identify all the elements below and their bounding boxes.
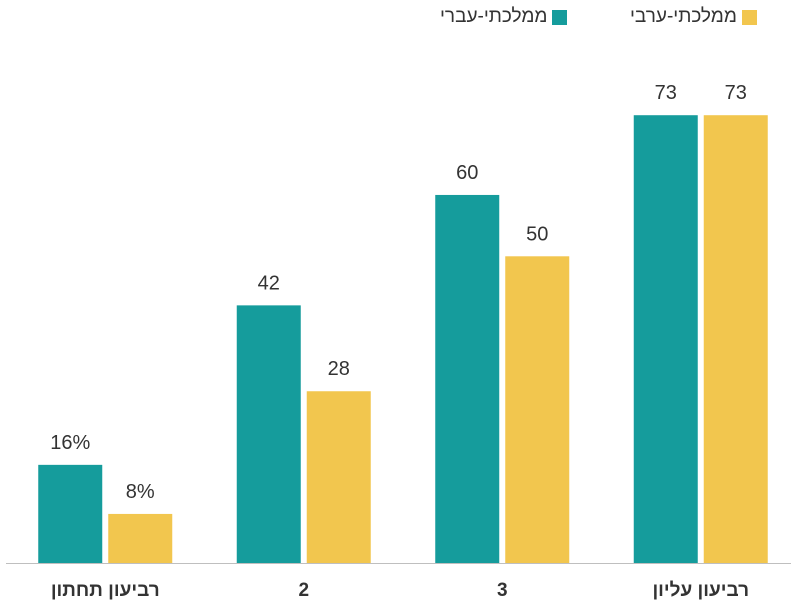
data-label-hebrew-3: 73	[655, 82, 677, 104]
legend-swatch-arab	[741, 9, 757, 25]
bar-hebrew-1	[236, 305, 301, 563]
data-label-arab-1: 28	[328, 358, 350, 380]
data-label-arab-2: 50	[526, 223, 548, 245]
legend-label-hebrew: ממלכתי-עברי	[440, 6, 548, 27]
legend-item-arab: ממלכתי-ערבי	[630, 6, 757, 28]
legend-swatch-hebrew	[552, 9, 568, 25]
data-label-hebrew-1: 42	[258, 272, 280, 294]
category-label-2: 3	[497, 580, 508, 601]
bar-arab-2	[505, 256, 570, 563]
data-label-arab-0: 8%	[126, 481, 155, 503]
category-label-1: 2	[298, 580, 309, 601]
bar-arab-1	[306, 391, 371, 563]
legend-item-hebrew: ממלכתי-עברי	[440, 6, 568, 28]
bar-hebrew-2	[435, 194, 500, 563]
category-label-3: רביעון עליון	[652, 580, 749, 601]
data-label-hebrew-0: 16%	[50, 432, 90, 454]
bar-hebrew-0	[38, 464, 103, 563]
bar-arab-3	[703, 115, 768, 564]
category-label-0: רביעון תחתון	[51, 580, 160, 601]
bar-arab-0	[108, 513, 173, 563]
bar-hebrew-3	[633, 115, 698, 564]
data-label-hebrew-2: 60	[456, 162, 478, 184]
legend-label-arab: ממלכתי-ערבי	[630, 6, 737, 27]
legend: ממלכתי-עברי ממלכתי-ערבי	[440, 6, 780, 30]
data-label-arab-3: 73	[725, 82, 747, 104]
